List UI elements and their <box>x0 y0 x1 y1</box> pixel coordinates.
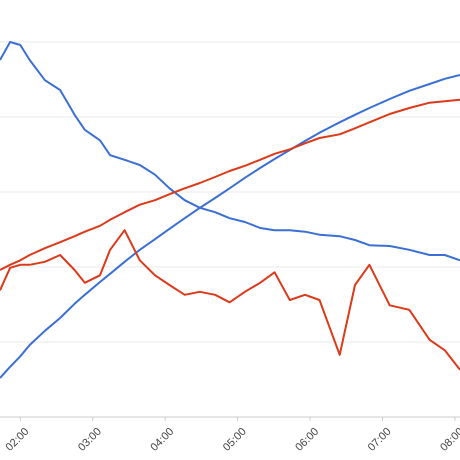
x-tick-label: 06:00 <box>293 426 321 454</box>
x-tick-label: 07:00 <box>366 426 394 454</box>
series-line <box>0 98 460 271</box>
series-line <box>0 41 460 262</box>
x-tick-label: 03:00 <box>76 426 104 454</box>
x-tick-label: 05:00 <box>221 426 249 454</box>
series-line <box>0 229 460 371</box>
series-line <box>0 74 460 379</box>
x-tick-label: 02:00 <box>4 426 32 454</box>
x-tick-label: 08:00 <box>438 426 460 454</box>
x-tick-label: 04:00 <box>148 426 176 454</box>
